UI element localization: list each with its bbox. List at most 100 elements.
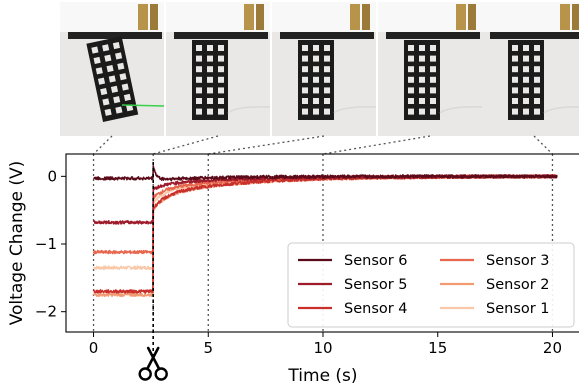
photo-bolt xyxy=(244,4,254,30)
lattice-cell xyxy=(419,45,425,51)
photo-wire xyxy=(439,106,483,114)
lattice-cell xyxy=(100,88,108,96)
lattice-cell xyxy=(523,45,529,51)
lattice-cell xyxy=(95,67,103,75)
photo-bolt xyxy=(138,4,148,30)
lattice-cell xyxy=(430,45,436,51)
lattice-cell xyxy=(324,98,330,104)
photo-lattice xyxy=(86,36,139,122)
lattice-cell xyxy=(196,66,202,73)
lattice-cell xyxy=(123,93,132,101)
guide-diagonal xyxy=(533,135,553,155)
lattice-cell xyxy=(430,66,436,73)
lattice-cell xyxy=(126,104,134,112)
lattice-cell xyxy=(302,55,308,62)
lattice-cell xyxy=(196,98,202,104)
photo-wall xyxy=(166,2,270,32)
lattice-cell xyxy=(523,87,529,94)
lattice-cell xyxy=(196,108,202,115)
photo-wall xyxy=(272,2,376,32)
lattice-cell xyxy=(313,87,319,94)
lattice-cell xyxy=(313,45,319,51)
lattice-cell xyxy=(534,45,540,51)
legend-label: Sensor 4 xyxy=(344,301,408,317)
lattice-cell xyxy=(113,96,121,104)
lattice-cell xyxy=(523,55,529,62)
lattice-cell xyxy=(207,55,213,62)
series-line xyxy=(92,174,558,255)
lattice-cell xyxy=(523,66,529,73)
guide-diagonal xyxy=(208,135,325,155)
photo-panel xyxy=(482,2,579,136)
guide-diagonal xyxy=(153,135,219,155)
photo-clamp xyxy=(490,32,579,39)
lattice-cell xyxy=(324,87,330,94)
photo-bolt xyxy=(350,4,360,30)
legend-label: Sensor 3 xyxy=(486,253,550,269)
lattice-cell xyxy=(512,87,518,94)
lattice-cell xyxy=(104,54,112,62)
lattice-cell xyxy=(196,55,202,62)
x-tick-label: 10 xyxy=(313,339,332,357)
lattice-cell xyxy=(419,87,425,94)
legend-label: Sensor 5 xyxy=(344,277,408,293)
photo-clamp xyxy=(174,32,268,39)
lattice-cell xyxy=(110,85,119,93)
lattice-cell xyxy=(207,108,213,115)
photo-lattice xyxy=(192,40,228,120)
lattice-cell xyxy=(512,108,518,115)
photo-panel xyxy=(378,2,483,136)
photo-bolt xyxy=(362,4,370,30)
lattice-cell xyxy=(430,55,436,62)
lattice-cell xyxy=(324,108,330,115)
lattice-cell xyxy=(218,66,224,73)
cut-marker xyxy=(138,162,168,381)
lattice-cell xyxy=(419,66,425,73)
lattice-cell xyxy=(408,55,414,62)
lattice-cell xyxy=(196,76,202,83)
lattice-cell xyxy=(523,76,529,83)
lattice-cell xyxy=(324,45,330,51)
lattice-cell xyxy=(408,45,414,51)
lattice-cell xyxy=(302,108,308,115)
lattice-cell xyxy=(112,41,120,50)
series-line xyxy=(93,165,558,182)
photo-panel xyxy=(166,2,271,136)
x-axis-label: Time (s) xyxy=(287,366,357,386)
lattice-cell xyxy=(419,76,425,83)
guide-diagonal xyxy=(322,135,431,155)
lattice-cell xyxy=(117,62,125,70)
lattice-cell xyxy=(534,55,540,62)
lattice-cell xyxy=(207,45,213,51)
photo-bolt xyxy=(150,4,158,30)
lattice-cell xyxy=(115,106,123,114)
photo-panel xyxy=(60,2,165,136)
lattice-cell xyxy=(119,73,127,81)
photo-guide-lines xyxy=(92,135,554,332)
x-tick-label: 5 xyxy=(203,339,213,357)
lattice-cell xyxy=(121,83,129,91)
scissors-icon xyxy=(138,346,168,381)
lattice-cell xyxy=(302,87,308,94)
lattice-cell xyxy=(419,98,425,104)
lattice-cell xyxy=(408,66,414,73)
photo-bolt xyxy=(456,4,466,30)
photo-wire xyxy=(543,106,579,114)
x-tick-label: 15 xyxy=(428,339,447,357)
lattice-cell xyxy=(218,98,224,104)
lattice-cell xyxy=(523,98,529,104)
legend-label: Sensor 1 xyxy=(486,301,550,317)
lattice-cell xyxy=(313,66,319,73)
scissors-handle xyxy=(138,367,152,381)
y-tick-label: −2 xyxy=(35,303,57,321)
lattice-cell xyxy=(102,44,110,52)
lattice-cell xyxy=(93,56,101,65)
lattice-cell xyxy=(196,45,202,51)
lattice-cell xyxy=(324,66,330,73)
photo-wall xyxy=(378,2,482,32)
legend-box xyxy=(287,242,575,328)
lattice-cell xyxy=(207,66,213,73)
lattice-cell xyxy=(218,55,224,62)
photo-bolt xyxy=(468,4,476,30)
